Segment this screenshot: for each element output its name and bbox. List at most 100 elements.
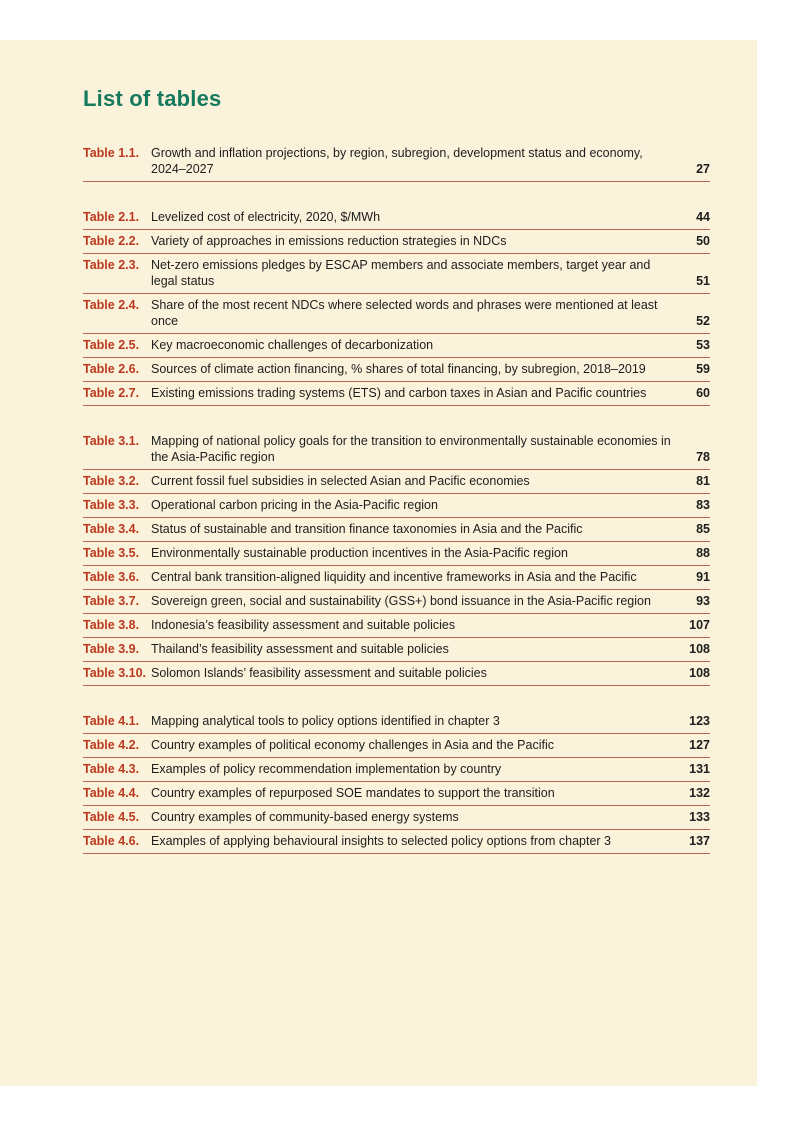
toc-entry[interactable]: Table 3.5. Environmentally sustainable pr… bbox=[83, 542, 710, 566]
table-label: Table 3.6. bbox=[83, 570, 140, 584]
toc-entry[interactable]: Table 3.3. Operational carbon pricing in … bbox=[83, 494, 710, 518]
toc-entry[interactable]: Table 3.2. Current fossil fuel subsidies … bbox=[83, 470, 710, 494]
table-title: Examples of policy recommendation implem… bbox=[151, 762, 502, 776]
table-label: Table 4.1. bbox=[83, 714, 140, 728]
table-label: Table 2.3. bbox=[83, 258, 140, 272]
toc-entry[interactable]: Table 3.10. Solomon Islands’ feasibility … bbox=[83, 662, 710, 686]
page-number: 127 bbox=[689, 738, 710, 752]
toc-entry[interactable]: Table 2.1. Levelized cost of electricity,… bbox=[83, 206, 710, 230]
page-number: 132 bbox=[689, 786, 710, 800]
table-label: Table 4.5. bbox=[83, 810, 140, 824]
toc-entry[interactable]: Table 4.1. Mapping analytical tools to po… bbox=[83, 710, 710, 734]
table-label: Table 3.3. bbox=[83, 498, 140, 512]
toc-entry[interactable]: Table 4.5. Country examples of community-… bbox=[83, 806, 710, 830]
page-number: 93 bbox=[696, 594, 710, 608]
page-number: 81 bbox=[696, 474, 710, 488]
page-number: 107 bbox=[689, 618, 710, 632]
table-title: Sources of climate action financing, % s… bbox=[151, 362, 646, 376]
toc-entry[interactable]: Table 2.3. Net-zero emissions pledges by … bbox=[83, 254, 710, 294]
toc-entry[interactable]: Table 3.4. Status of sustainable and tran… bbox=[83, 518, 710, 542]
table-title: Environmentally sustainable production i… bbox=[151, 546, 568, 560]
toc-entry[interactable]: Table 4.6. Examples of applying behaviour… bbox=[83, 830, 710, 854]
page-number: 133 bbox=[689, 810, 710, 824]
page-number: 83 bbox=[696, 498, 710, 512]
table-title: Sovereign green, social and sustainabili… bbox=[151, 594, 651, 608]
page-number: 27 bbox=[696, 162, 710, 176]
table-label: Table 4.6. bbox=[83, 834, 140, 848]
toc-entry[interactable]: Table 3.7. Sovereign green, social and su… bbox=[83, 590, 710, 614]
page-title: List of tables bbox=[83, 86, 222, 111]
table-label: Table 3.1. bbox=[83, 434, 140, 448]
page-number: 53 bbox=[696, 338, 710, 352]
toc-entry[interactable]: Table 4.4. Country examples of repurposed… bbox=[83, 782, 710, 806]
page-number: 52 bbox=[696, 314, 710, 328]
toc-entry[interactable]: Table 2.5. Key macroeconomic challenges o… bbox=[83, 334, 710, 358]
table-label: Table 4.3. bbox=[83, 762, 140, 776]
table-title: Existing emissions trading systems (ETS)… bbox=[151, 386, 647, 400]
table-title: Solomon Islands’ feasibility assessment … bbox=[151, 666, 487, 680]
toc-entry[interactable]: Table 3.8. Indonesia’s feasibility assess… bbox=[83, 614, 710, 638]
document-page: List of tables Table 1.1. Growth and infl… bbox=[0, 40, 757, 1086]
table-label: Table 3.8. bbox=[83, 618, 140, 632]
table-label: Table 3.10. bbox=[83, 666, 146, 680]
page-number: 91 bbox=[696, 570, 710, 584]
table-label: Table 2.4. bbox=[83, 298, 140, 312]
page-number: 60 bbox=[696, 386, 710, 400]
page-content: List of tables Table 1.1. Growth and infl… bbox=[0, 40, 757, 854]
table-title: Thailand’s feasibility assessment and su… bbox=[151, 642, 449, 656]
chapter-group-3: Table 3.1. Mapping of national policy goa… bbox=[83, 430, 710, 686]
table-title: Indonesia’s feasibility assessment and s… bbox=[151, 618, 456, 632]
toc-entry[interactable]: Table 2.2. Variety of approaches in emiss… bbox=[83, 230, 710, 254]
page-number: 51 bbox=[696, 274, 710, 288]
page-number: 108 bbox=[689, 642, 710, 656]
table-label: Table 3.5. bbox=[83, 546, 140, 560]
page-number: 123 bbox=[689, 714, 710, 728]
table-title: Key macroeconomic challenges of decarbon… bbox=[151, 338, 434, 352]
table-title: Central bank transition-aligned liquidit… bbox=[151, 570, 637, 584]
toc-entry[interactable]: Table 2.7. Existing emissions trading sys… bbox=[83, 382, 710, 406]
table-label: Table 1.1. bbox=[83, 146, 140, 160]
table-title: Net-zero emissions pledges by ESCAP memb… bbox=[151, 258, 651, 288]
table-title: Growth and inflation projections, by reg… bbox=[151, 146, 643, 176]
table-title: Mapping analytical tools to policy optio… bbox=[151, 714, 500, 728]
table-title: Share of the most recent NDCs where sele… bbox=[151, 298, 658, 328]
table-title: Levelized cost of electricity, 2020, $/M… bbox=[151, 210, 381, 224]
table-label: Table 2.7. bbox=[83, 386, 140, 400]
table-title: Variety of approaches in emissions reduc… bbox=[151, 234, 507, 248]
toc-entry[interactable]: Table 3.9. Thailand’s feasibility assessm… bbox=[83, 638, 710, 662]
toc-entry[interactable]: Table 4.2. Country examples of political … bbox=[83, 734, 710, 758]
table-label: Table 2.1. bbox=[83, 210, 140, 224]
table-label: Table 2.5. bbox=[83, 338, 140, 352]
table-title: Current fossil fuel subsidies in selecte… bbox=[151, 474, 530, 488]
table-label: Table 3.9. bbox=[83, 642, 140, 656]
table-label: Table 3.4. bbox=[83, 522, 140, 536]
table-title: Status of sustainable and transition fin… bbox=[151, 522, 583, 536]
chapter-group-1: Table 1.1. Growth and inflation projectio… bbox=[83, 142, 710, 182]
page-number: 85 bbox=[696, 522, 710, 536]
toc-entry[interactable]: Table 3.1. Mapping of national policy goa… bbox=[83, 430, 710, 470]
page-number: 131 bbox=[689, 762, 710, 776]
table-label: Table 2.2. bbox=[83, 234, 140, 248]
page-number: 50 bbox=[696, 234, 710, 248]
table-title: Country examples of community-based ener… bbox=[151, 810, 459, 824]
toc-entry[interactable]: Table 4.3. Examples of policy recommendat… bbox=[83, 758, 710, 782]
chapter-group-2: Table 2.1. Levelized cost of electricity,… bbox=[83, 206, 710, 406]
page-number: 108 bbox=[689, 666, 710, 680]
toc-entry[interactable]: Table 2.4. Share of the most recent NDCs … bbox=[83, 294, 710, 334]
page-number: 59 bbox=[696, 362, 710, 376]
toc-entry[interactable]: Table 3.6. Central bank transition-aligne… bbox=[83, 566, 710, 590]
table-title: Operational carbon pricing in the Asia-P… bbox=[151, 498, 438, 512]
toc-entry[interactable]: Table 1.1. Growth and inflation projectio… bbox=[83, 142, 710, 182]
table-title: Country examples of political economy ch… bbox=[151, 738, 554, 752]
chapter-group-4: Table 4.1. Mapping analytical tools to po… bbox=[83, 710, 710, 854]
toc-entry[interactable]: Table 2.6. Sources of climate action fina… bbox=[83, 358, 710, 382]
page-number: 137 bbox=[689, 834, 710, 848]
table-title: Mapping of national policy goals for the… bbox=[151, 434, 671, 464]
table-title: Country examples of repurposed SOE manda… bbox=[151, 786, 555, 800]
table-label: Table 3.7. bbox=[83, 594, 140, 608]
page-number: 44 bbox=[696, 210, 710, 224]
page-number: 88 bbox=[696, 546, 710, 560]
table-label: Table 4.2. bbox=[83, 738, 140, 752]
table-label: Table 3.2. bbox=[83, 474, 140, 488]
table-label: Table 2.6. bbox=[83, 362, 140, 376]
